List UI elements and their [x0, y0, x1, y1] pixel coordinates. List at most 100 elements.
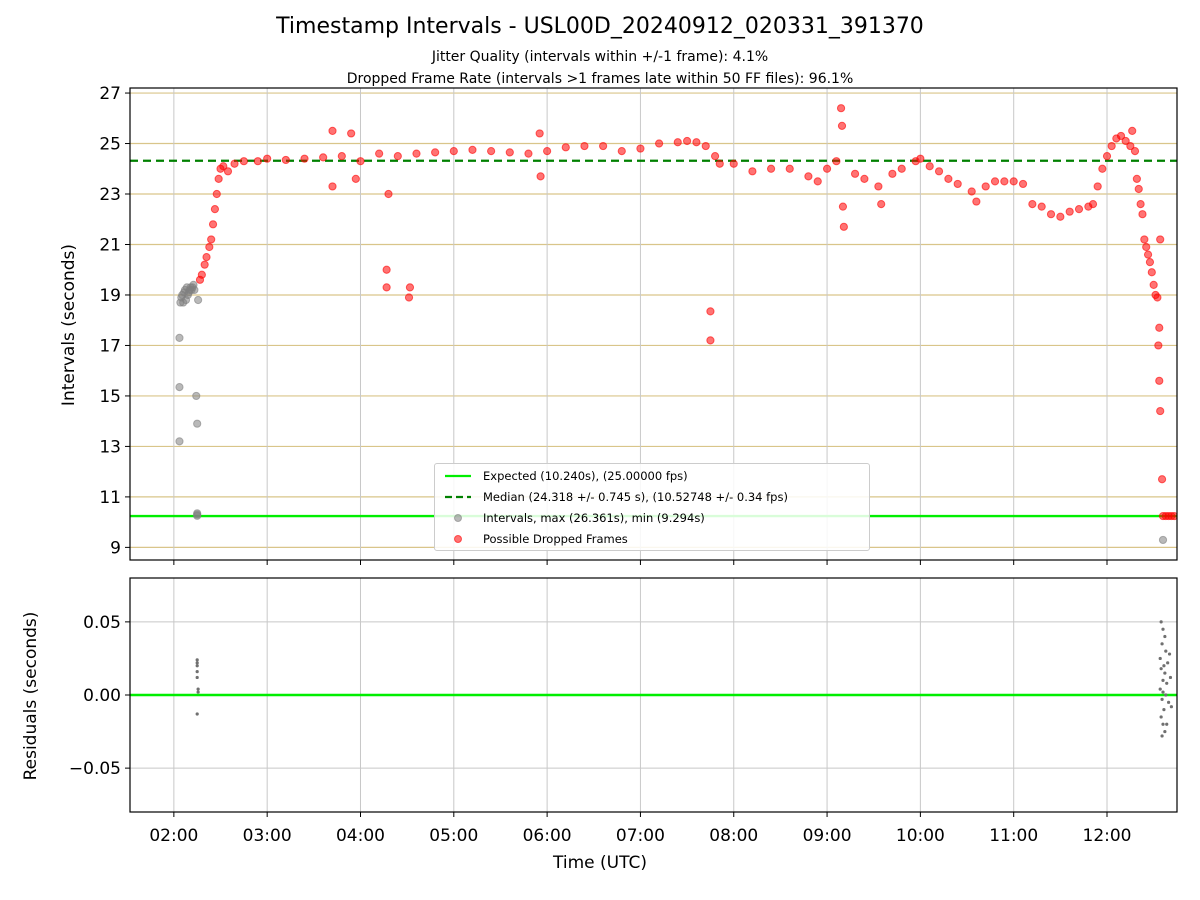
dropped-frame-point — [599, 141, 608, 151]
dropped-frame-point — [535, 129, 544, 138]
dropped-frame-point — [1130, 147, 1140, 156]
residual-point — [1163, 729, 1167, 734]
dropped-frame-point — [1134, 184, 1143, 194]
dropped-frame-point — [1156, 235, 1165, 244]
dropped-frame-point — [1107, 141, 1116, 151]
dropped-frame-point — [837, 121, 847, 130]
x-tick-label: 03:00 — [243, 826, 292, 846]
y-tick-label: 0.00 — [83, 686, 121, 706]
residual-point — [1168, 675, 1173, 680]
x-tick-label: 12:00 — [1083, 826, 1132, 846]
residual-point — [1160, 734, 1164, 738]
residual-point — [1159, 715, 1163, 719]
interval-point — [194, 295, 203, 305]
dropped-frame-point — [1147, 268, 1156, 277]
dropped-frame-point — [375, 149, 384, 158]
legend-item-median: Median (24.318 +/- 0.745 s), (10.52748 +… — [443, 488, 788, 506]
y-tick-label: 11 — [99, 488, 121, 508]
x-tick-label: 08:00 — [709, 826, 758, 846]
residual-point — [195, 712, 199, 716]
x-tick-label: 09:00 — [803, 826, 852, 846]
residual-point — [1163, 671, 1167, 675]
dropped-frame-point — [561, 143, 570, 152]
dropped-frame-point — [1155, 376, 1164, 385]
dropped-frame-point — [239, 157, 248, 166]
dropped-frame-point — [682, 136, 692, 146]
x-tick-label: 07:00 — [616, 826, 665, 846]
dropped-frame-point — [384, 189, 393, 199]
dropped-frame-point — [874, 182, 883, 191]
dropped-frame-point — [351, 174, 360, 183]
dropped-frame-point — [1056, 212, 1065, 221]
dropped-frame-point — [822, 164, 832, 173]
dropped-frame-point — [1142, 242, 1151, 252]
dropped-frame-point — [468, 145, 477, 154]
dropped-frame-point — [729, 159, 738, 168]
intervals-axes-frame — [129, 87, 1178, 561]
interval-point — [193, 510, 202, 519]
dropped-frame-point — [654, 139, 664, 148]
residual-point — [1164, 693, 1168, 697]
dropped-frame-point — [281, 155, 290, 165]
dropped-frame-point — [706, 336, 715, 345]
y-tick-label: 27 — [99, 84, 121, 104]
y-tick-label: 17 — [99, 336, 121, 356]
y-tick-label: 23 — [99, 185, 121, 205]
dropped-frame-point — [1126, 141, 1135, 151]
dropped-frame-point — [1136, 200, 1145, 209]
dropped-frame-point — [748, 167, 757, 176]
legend-label-dropped: Possible Dropped Frames — [483, 532, 628, 546]
dropped-frame-point — [916, 154, 925, 163]
dropped-frame-point — [710, 152, 720, 161]
dropped-frame-point — [1018, 179, 1028, 189]
intervals-plot-area — [130, 88, 1177, 560]
legend-item-intervals: Intervals, max (26.361s), min (9.294s) — [443, 509, 705, 527]
dropped-frame-point — [382, 265, 391, 274]
y-tick-label: 9 — [110, 538, 121, 558]
dropped-frame-point — [207, 235, 216, 244]
dropped-frame-point — [319, 153, 328, 162]
dropped-frame-point — [836, 104, 846, 113]
dropped-frame-point — [832, 157, 841, 166]
residual-point — [1164, 649, 1168, 653]
dropped-frame-point — [405, 283, 415, 292]
interval-point — [193, 419, 202, 428]
residual-point — [1161, 722, 1165, 726]
dropped-frame-point — [990, 177, 1000, 186]
dropped-frame-point — [536, 172, 545, 181]
dropped-frame-point — [673, 138, 682, 147]
dropped-frame-point — [1170, 511, 1177, 521]
dropped-frame-point — [785, 164, 794, 173]
dropped-frame-point — [877, 200, 886, 209]
dropped-frame-point — [1143, 250, 1153, 259]
residual-point — [195, 658, 199, 662]
dropped-frame-point — [1155, 323, 1164, 332]
legend-key-intervals — [454, 514, 462, 522]
legend-label-expected: Expected (10.240s), (25.00000 fps) — [483, 469, 688, 483]
dropped-frame-point — [382, 283, 391, 292]
residual-point — [195, 670, 199, 674]
residual-point — [196, 690, 200, 694]
dropped-frame-point — [580, 141, 589, 151]
y-tick-label: 19 — [99, 286, 121, 306]
legend: Expected (10.240s), (25.00000 fps) Media… — [434, 463, 870, 551]
dropped-frame-point — [202, 253, 211, 262]
dropped-frame-point — [1028, 200, 1037, 209]
residual-point — [196, 687, 200, 691]
residual-point — [1167, 652, 1172, 656]
dropped-frame-point — [1154, 341, 1163, 350]
x-tick-label: 05:00 — [429, 826, 478, 846]
dropped-frame-point — [212, 189, 221, 199]
y-tick-label: −0.05 — [69, 759, 121, 779]
residual-point — [1158, 687, 1162, 691]
x-tick-label: 11:00 — [989, 826, 1038, 846]
dropped-frame-point — [1140, 235, 1149, 244]
interval-point — [1158, 535, 1168, 545]
x-tick-label: 06:00 — [523, 826, 572, 846]
dropped-frame-point — [210, 205, 220, 214]
y-tick-label: 21 — [99, 235, 121, 255]
dropped-frame-point — [706, 307, 715, 316]
residual-point — [1166, 661, 1170, 665]
dropped-frame-point — [1065, 207, 1074, 216]
dropped-frame-point — [850, 169, 860, 178]
